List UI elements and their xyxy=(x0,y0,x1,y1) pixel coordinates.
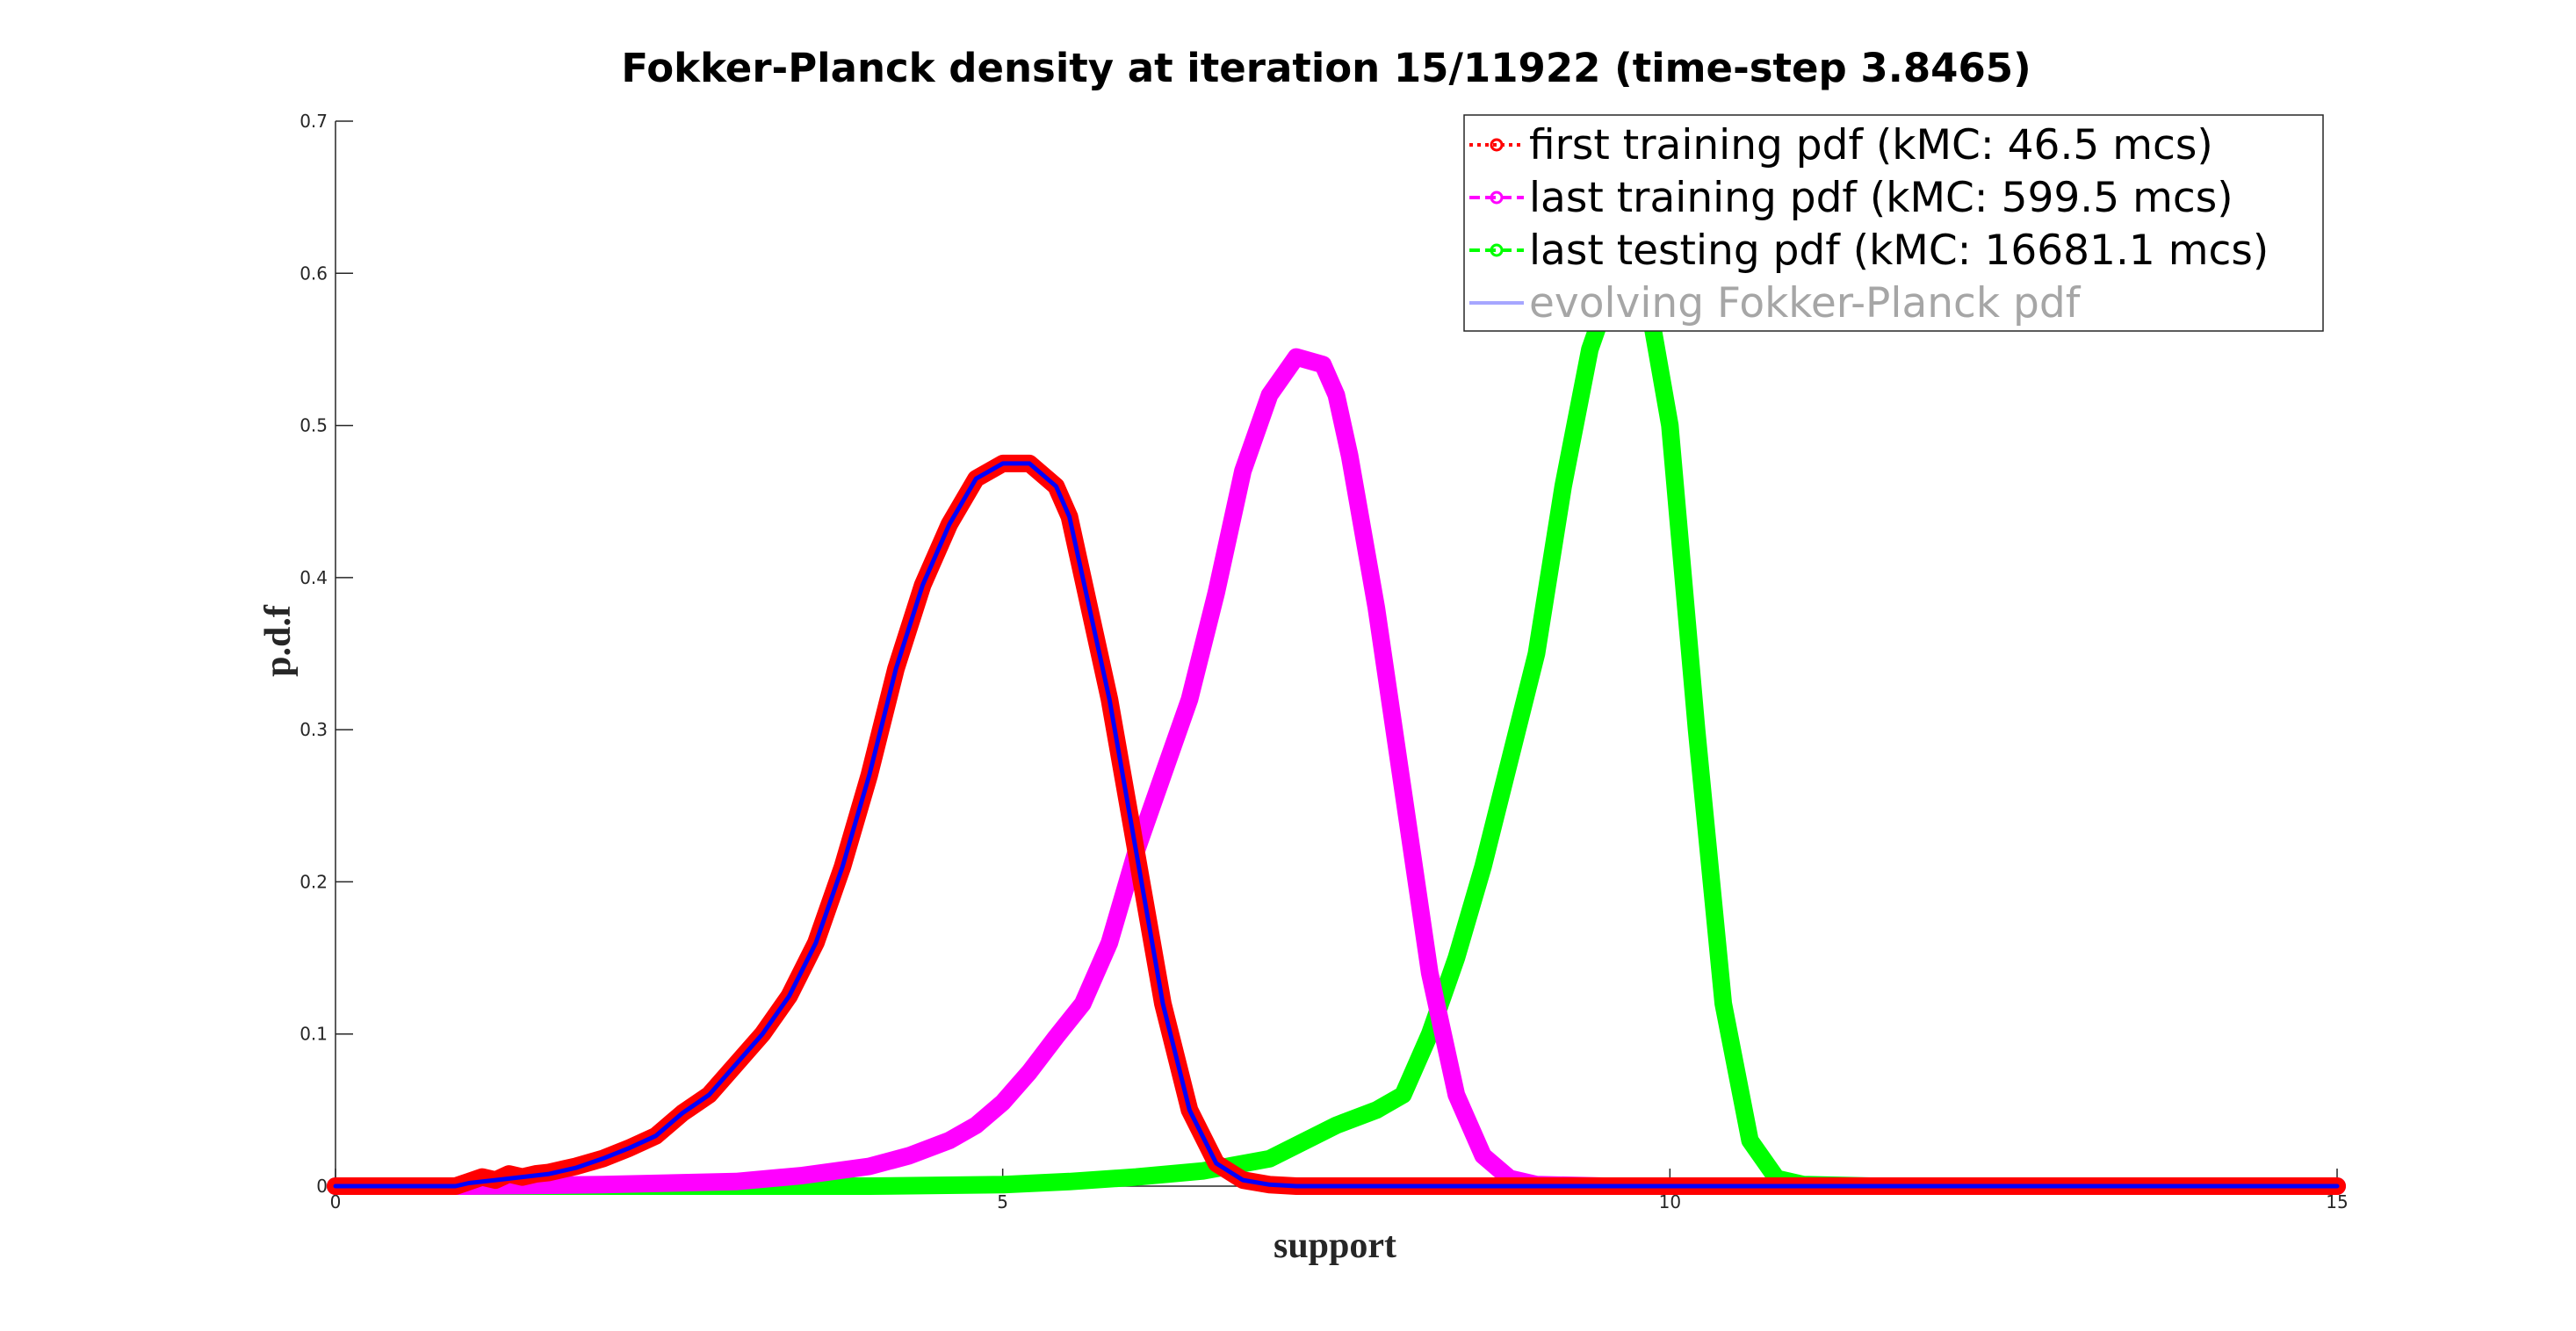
y-tick-label: 0.7 xyxy=(299,111,328,132)
y-tick-label: 0.1 xyxy=(299,1024,328,1045)
y-tick-label: 0.4 xyxy=(299,567,328,588)
series-line-first-training-pdf-kmc-46-5-mcs xyxy=(327,454,2346,1195)
legend-label: first training pdf (kMC: 46.5 mcs) xyxy=(1529,121,2213,169)
y-axis-label: p.d.f xyxy=(258,604,299,677)
y-tick-label: 0.2 xyxy=(299,871,328,892)
legend-marker xyxy=(1490,243,1504,257)
series-line-last-training-pdf-kmc-599-5-mcs xyxy=(327,348,2346,1195)
y-tick-label: 0 xyxy=(316,1176,328,1197)
legend-marker xyxy=(1490,191,1504,205)
y-tick-label: 0.6 xyxy=(299,263,328,284)
y-tick-label: 0.3 xyxy=(299,719,328,740)
legend-label: evolving Fokker-Planck pdf xyxy=(1529,279,2082,327)
legend-label: last testing pdf (kMC: 16681.1 mcs) xyxy=(1529,227,2269,275)
x-axis-label: support xyxy=(1274,1226,1396,1266)
legend-label: last training pdf (kMC: 599.5 mcs) xyxy=(1529,174,2233,222)
y-tick-label: 0.5 xyxy=(299,415,328,436)
x-tick-label: 0 xyxy=(330,1191,342,1212)
legend-marker xyxy=(1490,138,1504,152)
chart-title: Fokker-Planck density at iteration 15/11… xyxy=(621,45,2031,91)
x-tick-label: 5 xyxy=(997,1191,1008,1212)
series-layer xyxy=(327,249,2346,1195)
legend-box xyxy=(1463,114,2324,332)
legend: first training pdf (kMC: 46.5 mcs) last t… xyxy=(1463,114,2324,332)
series-line-evolving-fokker-planck-pdf xyxy=(333,461,2340,1189)
